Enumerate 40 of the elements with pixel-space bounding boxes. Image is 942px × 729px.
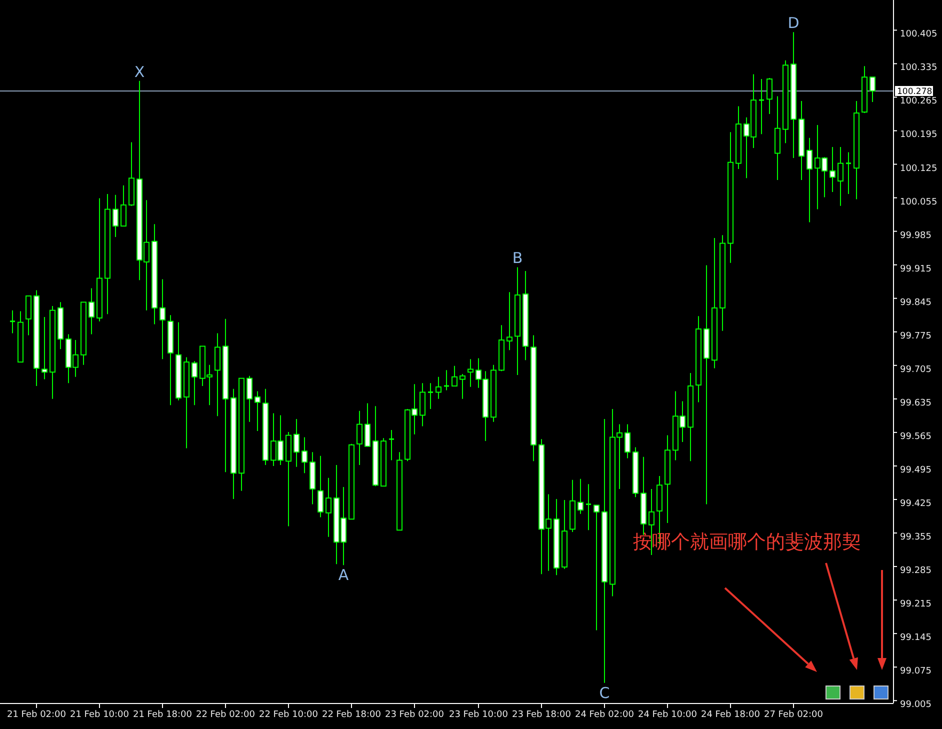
x-tick-label: 21 Feb 18:00 bbox=[132, 710, 192, 720]
y-tick-label: 99.915 bbox=[900, 264, 932, 274]
y-tick-label: 100.055 bbox=[900, 197, 938, 208]
annotation: B bbox=[512, 249, 523, 268]
x-tick-label: 21 Feb 02:00 bbox=[6, 710, 66, 720]
y-tick-label: 99.845 bbox=[900, 298, 932, 308]
x-tick-label: 24 Feb 10:00 bbox=[638, 710, 698, 720]
y-tick-label: 99.495 bbox=[900, 465, 932, 476]
x-tick-label: 23 Feb 10:00 bbox=[448, 710, 508, 720]
y-tick-label: 99.215 bbox=[900, 600, 932, 610]
y-tick-label: 99.145 bbox=[900, 633, 932, 644]
y-tick-label: 100.265 bbox=[900, 96, 938, 107]
x-tick-label: 22 Feb 18:00 bbox=[322, 710, 382, 720]
x-tick-label: 22 Feb 02:00 bbox=[196, 710, 256, 720]
annotation: D bbox=[788, 14, 800, 32]
x-tick-label: 24 Feb 18:00 bbox=[700, 710, 760, 720]
y-tick-label: 99.005 bbox=[900, 700, 932, 710]
x-tick-label: 21 Feb 10:00 bbox=[70, 710, 130, 720]
annotation: A bbox=[338, 566, 350, 584]
y-tick-label: 99.075 bbox=[900, 666, 932, 677]
y-tick-label: 99.985 bbox=[900, 230, 932, 241]
y-tick-label: 99.705 bbox=[900, 364, 932, 375]
x-tick-label: 23 Feb 02:00 bbox=[384, 710, 444, 720]
y-tick-label: 99.565 bbox=[900, 432, 932, 442]
y-tick-label: 100.195 bbox=[900, 130, 938, 140]
y-tick-label: 100.335 bbox=[900, 63, 938, 74]
annotation: X bbox=[134, 62, 145, 81]
annotation: C bbox=[599, 684, 610, 702]
x-tick-label: 27 Feb 02:00 bbox=[764, 710, 824, 720]
x-tick-label: 24 Feb 02:00 bbox=[574, 710, 634, 720]
ref-tag: 100.278 bbox=[895, 86, 933, 98]
x-tick-label: 23 Feb 18:00 bbox=[512, 710, 572, 720]
y-tick-label: 100.125 bbox=[900, 164, 938, 174]
y-tick-label: 99.355 bbox=[900, 532, 932, 542]
y-tick-label: 99.635 bbox=[900, 398, 932, 408]
y-tick-label: 100.405 bbox=[900, 30, 938, 40]
y-tick-label: 99.285 bbox=[900, 566, 932, 576]
x-tick-label: 22 Feb 10:00 bbox=[258, 710, 318, 720]
y-tick-label: 99.425 bbox=[900, 498, 932, 509]
y-tick-label: 99.775 bbox=[900, 331, 932, 342]
